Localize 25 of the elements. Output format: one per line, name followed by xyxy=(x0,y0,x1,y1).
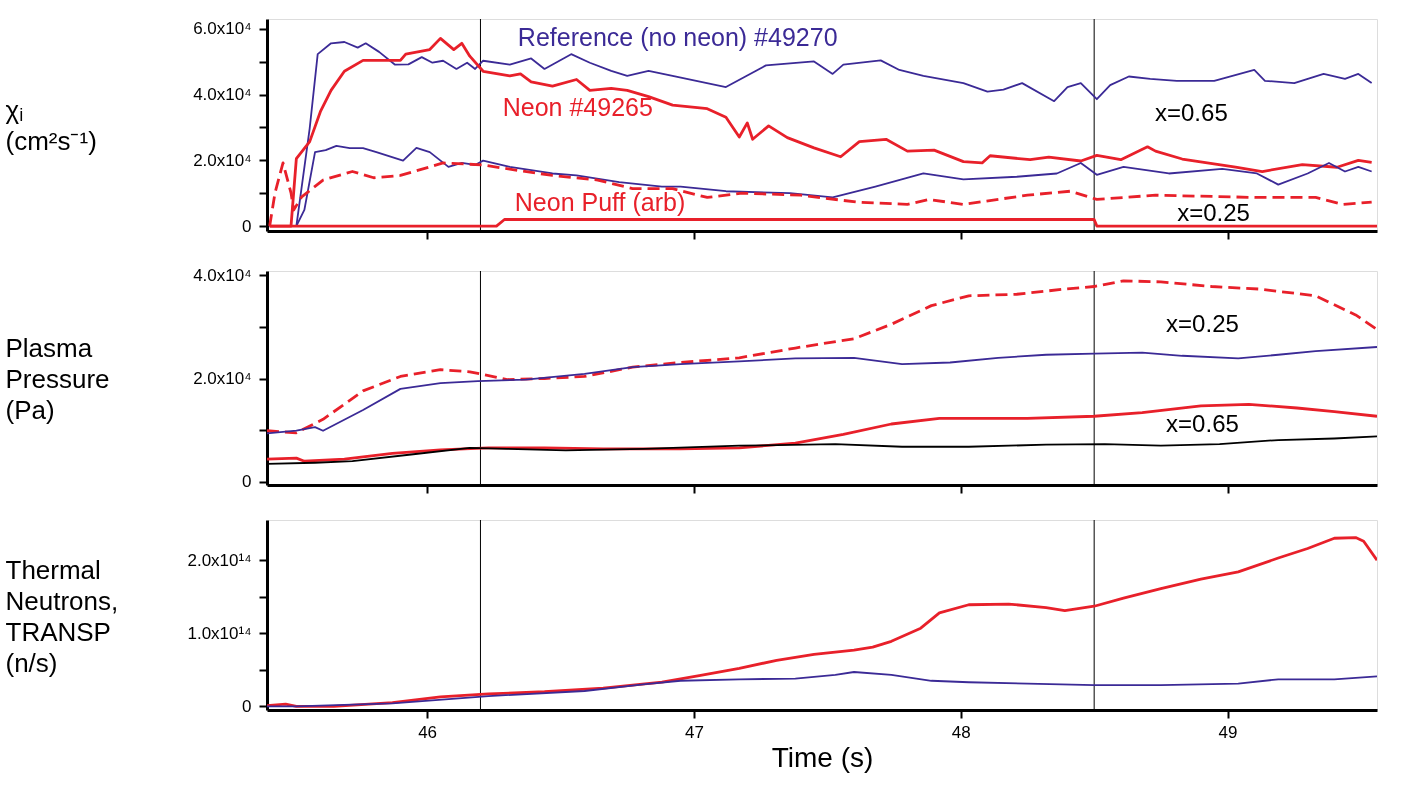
series-label: Neon Puff (arb) xyxy=(514,188,686,217)
x-tick-label: 47 xyxy=(684,722,704,742)
y-tick-label: 6.0x10⁴ xyxy=(193,19,252,39)
y-tick-label: 0 xyxy=(242,216,252,236)
x-tick-label: 49 xyxy=(1218,722,1238,742)
y-tick-label: 1.0x10¹⁴ xyxy=(187,623,252,643)
y-tick-label: 2.0x10⁴ xyxy=(193,369,252,389)
y-tick-label: 2.0x10⁴ xyxy=(193,150,252,170)
annotation: x=0.25 xyxy=(1166,309,1239,337)
annotation: x=0.25 xyxy=(1177,199,1250,227)
y-tick-label: 4.0x10⁴ xyxy=(193,85,252,105)
x-tick-label: 48 xyxy=(951,722,971,742)
annotation: x=0.65 xyxy=(1166,410,1239,438)
series-label: Neon #49265 xyxy=(502,93,653,122)
x-tick-label: 46 xyxy=(418,722,438,742)
annotation: x=0.65 xyxy=(1155,99,1228,127)
y-tick-label: 4.0x10⁴ xyxy=(193,265,252,285)
series-label: Reference (no neon) #49270 xyxy=(517,23,838,52)
y-axis-title: χᵢ (cm²s⁻¹) xyxy=(5,94,97,156)
y-tick-label: 0 xyxy=(242,472,252,492)
y-axis-title: Thermal Neutrons, TRANSP (n/s) xyxy=(5,554,119,678)
y-tick-label: 2.0x10¹⁴ xyxy=(187,550,252,570)
y-tick-label: 0 xyxy=(242,696,252,716)
y-axis-title: Plasma Pressure (Pa) xyxy=(5,332,110,425)
x-axis-title: Time (s) xyxy=(771,741,874,773)
